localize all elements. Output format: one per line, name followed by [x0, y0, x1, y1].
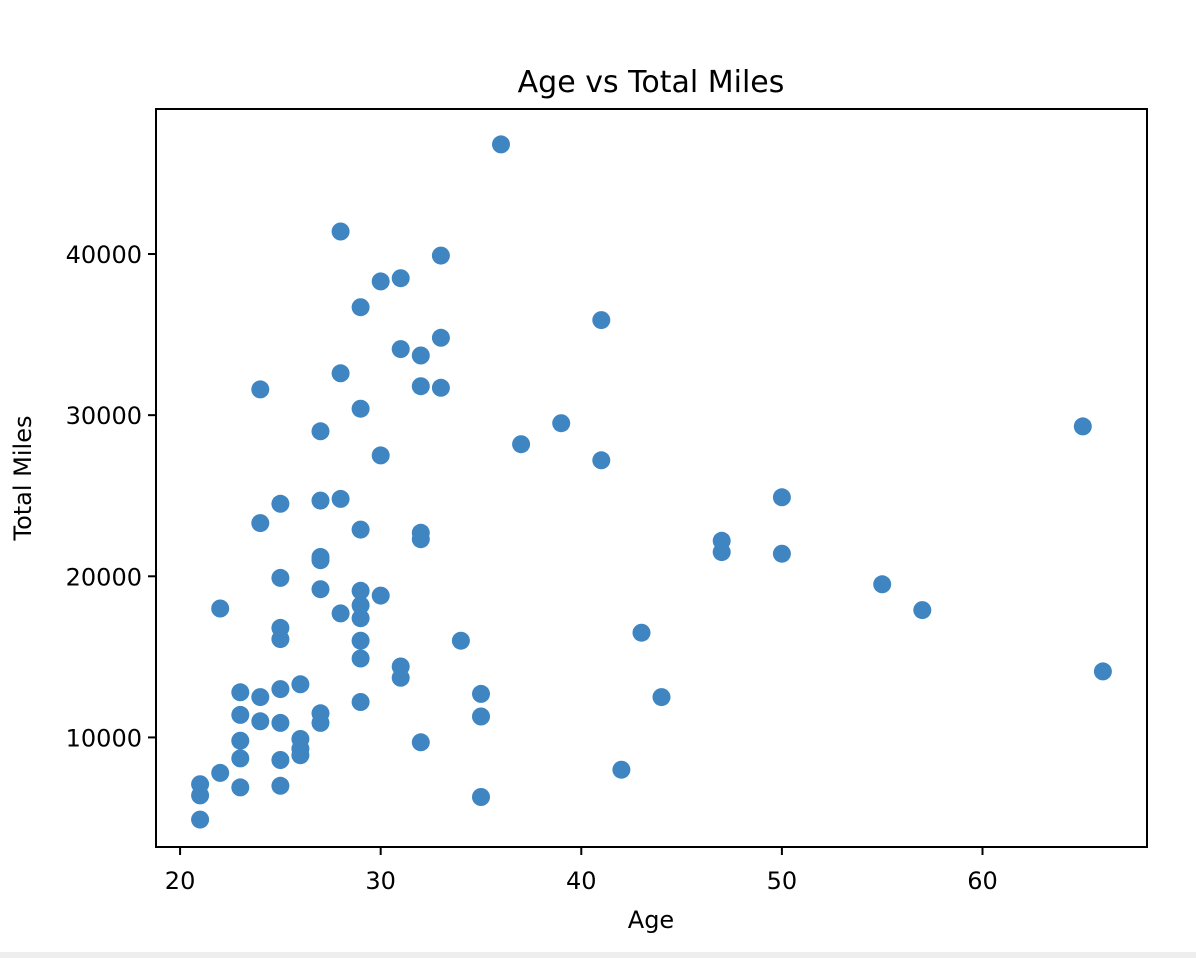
- data-point-71: [632, 623, 651, 642]
- data-point-19: [271, 618, 290, 637]
- data-point-79: [1073, 417, 1092, 436]
- data-point-9: [231, 683, 250, 702]
- data-point-4: [211, 599, 230, 618]
- data-point-61: [451, 631, 470, 650]
- x-axis-label: Age: [628, 906, 674, 934]
- data-point-28: [311, 580, 330, 599]
- data-point-3: [211, 763, 230, 782]
- data-point-36: [331, 222, 350, 241]
- y-axis-ticks: 10000 20000 30000 40000: [66, 241, 156, 752]
- data-point-56: [411, 377, 430, 396]
- x-tick-label: 30: [365, 867, 396, 895]
- data-point-53: [411, 733, 430, 752]
- chart-title: Age vs Total Miles: [518, 65, 785, 100]
- x-tick-label: 20: [165, 867, 196, 895]
- data-point-70: [612, 760, 631, 779]
- data-point-48: [371, 272, 390, 291]
- data-point-74: [712, 531, 731, 550]
- data-point-17: [271, 680, 290, 699]
- data-point-8: [231, 705, 250, 724]
- data-point-11: [251, 688, 270, 707]
- data-point-2: [191, 775, 210, 794]
- data-point-37: [351, 693, 370, 711]
- x-tick-label: 50: [767, 867, 798, 895]
- window-bottom-edge: [0, 952, 1196, 958]
- x-tick-label: 40: [566, 867, 597, 895]
- data-point-59: [431, 328, 450, 347]
- data-point-64: [472, 684, 490, 703]
- data-point-39: [351, 631, 370, 650]
- data-point-35: [331, 364, 350, 383]
- data-point-46: [371, 586, 390, 605]
- data-point-7: [231, 731, 250, 750]
- y-tick-label: 30000: [66, 402, 142, 430]
- data-point-76: [772, 488, 791, 507]
- y-axis-label: Total Miles: [9, 416, 37, 542]
- data-point-31: [311, 491, 330, 510]
- data-point-72: [652, 688, 671, 707]
- x-tick-label: 60: [967, 867, 998, 895]
- data-point-5: [231, 778, 250, 797]
- data-point-68: [592, 451, 611, 470]
- x-axis-ticks: 20 30 40 50 60: [165, 847, 998, 895]
- y-tick-label: 20000: [66, 563, 142, 591]
- data-point-15: [271, 751, 290, 769]
- data-point-69: [592, 311, 611, 330]
- data-point-51: [391, 340, 410, 359]
- data-point-13: [251, 380, 270, 399]
- data-point-38: [351, 649, 370, 668]
- data-point-78: [913, 601, 932, 620]
- data-point-63: [472, 707, 490, 726]
- data-points: [191, 135, 1112, 829]
- data-point-42: [351, 581, 370, 600]
- data-point-47: [371, 446, 390, 465]
- data-point-65: [492, 135, 510, 154]
- data-point-75: [772, 544, 791, 563]
- data-point-20: [271, 568, 290, 587]
- data-point-24: [291, 730, 310, 748]
- data-point-52: [391, 269, 410, 288]
- data-point-67: [552, 414, 571, 433]
- data-point-43: [351, 520, 370, 539]
- data-point-80: [1093, 662, 1112, 681]
- data-point-57: [411, 346, 430, 365]
- data-point-32: [311, 422, 330, 441]
- data-point-30: [311, 548, 330, 566]
- data-point-66: [512, 435, 531, 454]
- data-point-25: [291, 675, 310, 694]
- data-point-60: [431, 246, 450, 265]
- data-point-41: [351, 596, 370, 615]
- data-point-10: [251, 712, 270, 731]
- data-point-77: [873, 575, 892, 594]
- data-point-50: [391, 657, 410, 676]
- data-point-0: [191, 810, 210, 829]
- data-point-16: [271, 713, 290, 732]
- data-point-45: [351, 298, 370, 317]
- data-point-27: [311, 704, 330, 723]
- y-tick-label: 40000: [66, 241, 142, 269]
- data-point-21: [271, 494, 290, 513]
- data-point-44: [351, 399, 370, 418]
- data-point-40: [351, 609, 370, 628]
- data-point-34: [331, 489, 350, 508]
- data-point-55: [411, 523, 430, 542]
- data-point-14: [271, 776, 290, 795]
- data-point-62: [472, 788, 490, 806]
- y-tick-label: 10000: [66, 724, 142, 752]
- data-point-6: [231, 749, 250, 768]
- data-point-33: [331, 604, 350, 623]
- data-point-58: [431, 378, 450, 397]
- data-point-12: [251, 514, 270, 533]
